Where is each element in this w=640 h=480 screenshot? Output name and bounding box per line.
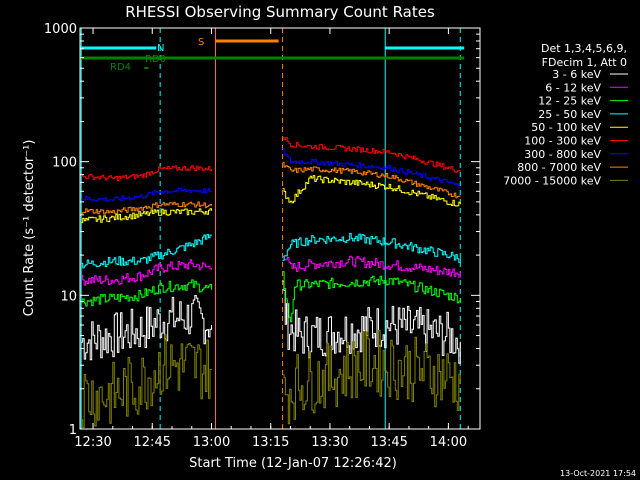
y-tick-label-1: 10 (60, 289, 77, 304)
series-1-segment-1 (282, 255, 461, 278)
series-1-segment-0 (81, 259, 212, 286)
interval-label-n: N (157, 43, 164, 54)
series-3-segment-1 (282, 232, 461, 263)
y-tick-label-3: 1000 (44, 22, 77, 37)
legend-label-8: 7000 - 15000 keV (503, 174, 601, 187)
series-2-segment-1 (282, 271, 461, 323)
legend-label-0: 3 - 6 keV (552, 68, 601, 81)
axes: 12:30 12:45 13:00 13:15 13:30 13:45 14:00 1 10 10… (44, 22, 481, 450)
series-0-segment-1 (282, 280, 461, 364)
series-6-segment-1 (282, 148, 461, 188)
interval-label-s: S (198, 37, 204, 48)
legend-title-1: Det 1,3,4,5,6,9, (541, 42, 627, 55)
series-7-segment-0 (81, 201, 212, 215)
legend-label-3: 25 - 50 keV (538, 108, 601, 121)
series-6-segment-0 (81, 187, 212, 202)
x-tick-label-6: 14:00 (430, 435, 467, 450)
y-tick-label-0: 1 (69, 423, 77, 438)
x-axis-label: Start Time (12-Jan-07 12:26:42) (189, 456, 397, 471)
series-4-segment-1 (282, 175, 461, 207)
x-tick-label-2: 13:00 (193, 435, 230, 450)
series-2-segment-0 (81, 279, 212, 307)
series-0-segment-0 (81, 295, 212, 361)
x-tick-label-0: 12:30 (74, 435, 111, 450)
legend-label-4: 50 - 100 keV (531, 121, 601, 134)
series-7-segment-1 (282, 161, 461, 199)
x-tick-label-1: 12:45 (134, 435, 171, 450)
footer-timestamp: 13-Oct-2021 17:54 (560, 469, 636, 478)
legend: Det 1,3,4,5,6,9, FDecim 1, Att 0 3 - 6 k… (503, 42, 628, 187)
series-5-segment-1 (282, 136, 461, 173)
legend-label-2: 12 - 25 keV (538, 95, 601, 108)
y-axis-label: Count Rate (s⁻¹ detector⁻¹) (22, 140, 37, 317)
legend-title-2: FDecim 1, Att 0 (542, 56, 627, 69)
series-8-segment-1 (282, 330, 461, 425)
series-4-segment-0 (81, 208, 212, 224)
x-tick-label-5: 13:45 (370, 435, 407, 450)
chart-title: RHESSI Observing Summary Count Rates (125, 3, 435, 21)
series-5-segment-0 (81, 165, 212, 182)
plot-frame (79, 27, 481, 430)
legend-label-1: 6 - 12 keV (545, 81, 601, 94)
legend-label-7: 800 - 7000 keV (517, 161, 601, 174)
x-tick-label-3: 13:15 (252, 435, 289, 450)
interval-label-rd0: RD0 (145, 54, 166, 65)
series-8-segment-0 (81, 334, 212, 429)
series-3-segment-0 (81, 234, 212, 269)
legend-label-5: 100 - 300 keV (524, 135, 601, 148)
interval-label-rd4: RD4 (110, 62, 131, 73)
legend-label-6: 300 - 800 keV (524, 148, 601, 161)
x-tick-label-4: 13:30 (311, 435, 348, 450)
y-tick-label-2: 100 (52, 156, 77, 171)
